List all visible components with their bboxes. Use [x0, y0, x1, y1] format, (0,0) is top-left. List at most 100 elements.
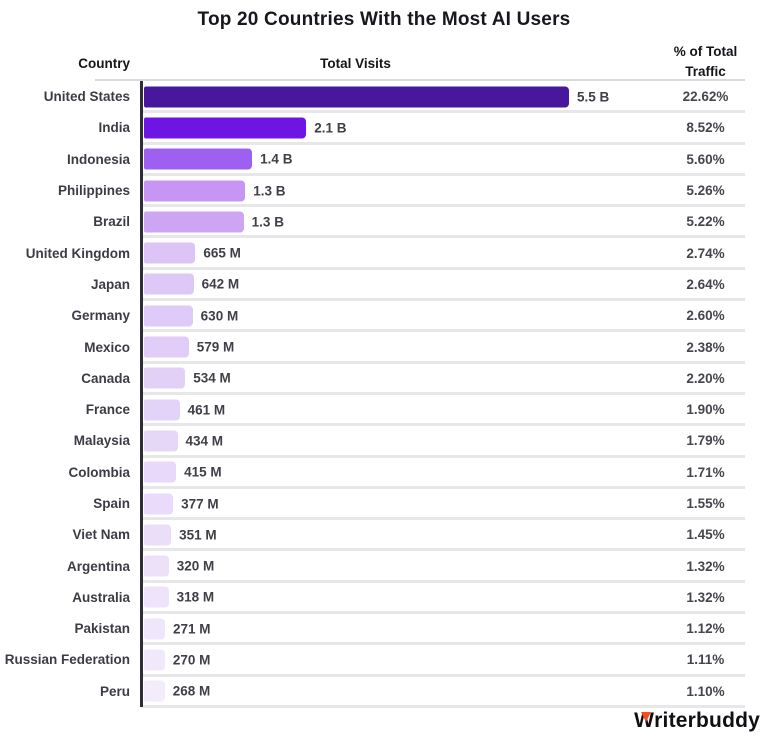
country-label: Peru: [99, 683, 130, 699]
visits-bar: [144, 117, 307, 139]
visits-bar: [144, 399, 180, 421]
traffic-percentage: 2.64%: [686, 276, 725, 292]
bar-track: 2.1 B: [144, 112, 650, 143]
table-row: Japan 642 M 2.64%: [0, 269, 745, 302]
logo-letter-w: W: [634, 709, 655, 732]
table-row: Argentina 320 M 1.32%: [0, 550, 745, 584]
visits-value: 415 M: [184, 464, 222, 480]
visits-value: 1.3 B: [251, 214, 284, 230]
table-row: Russian Federation 270 M 1.11%: [0, 644, 745, 677]
bar-chart: United States 5.5 B 22.62% India 2.1 B 8…: [0, 81, 745, 709]
y-axis-line: [140, 81, 143, 707]
table-row: Indonesia 1.4 B 5.60%: [0, 144, 745, 177]
visits-value: 320 M: [176, 558, 215, 574]
traffic-percentage: 1.10%: [686, 683, 725, 699]
country-label: Indonesia: [66, 151, 130, 167]
visits-value: 434 M: [185, 433, 224, 449]
visits-value: 5.5 B: [577, 89, 610, 105]
table-row: Germany 630 M 2.60%: [0, 300, 745, 333]
traffic-percentage: 2.38%: [686, 339, 725, 355]
visits-bar: [144, 336, 189, 358]
traffic-percentage: 8.52%: [686, 120, 725, 136]
visits-bar: [144, 618, 165, 640]
bar-track: 351 M: [144, 519, 650, 550]
visits-value: 351 M: [179, 527, 217, 543]
country-label: Brazil: [93, 214, 130, 230]
bar-track: 1.3 B: [144, 206, 650, 237]
country-label: Viet Nam: [72, 527, 130, 543]
bar-track: 642 M: [144, 269, 650, 300]
bar-track: 665 M: [144, 237, 650, 268]
traffic-percentage: 1.32%: [686, 558, 725, 574]
traffic-percentage: 5.60%: [686, 151, 725, 167]
visits-value: 268 M: [172, 683, 211, 699]
traffic-percentage: 2.60%: [686, 308, 725, 324]
traffic-percentage: 2.20%: [686, 370, 725, 386]
traffic-percentage: 1.11%: [686, 652, 725, 668]
country-label: Philippines: [57, 183, 130, 199]
country-label: Mexico: [84, 339, 130, 355]
country-label: India: [98, 120, 130, 136]
bar-track: 377 M: [144, 488, 650, 519]
visits-bar: [144, 305, 193, 327]
bar-track: 320 M: [144, 550, 650, 581]
visits-bar: [144, 86, 569, 108]
visits-bar: [144, 367, 186, 389]
visits-value: 270 M: [172, 652, 211, 668]
country-label: Canada: [81, 370, 130, 386]
visits-value: 665 M: [203, 245, 241, 261]
visits-bar: [144, 211, 244, 233]
country-label: Pakistan: [74, 621, 130, 637]
country-label: United States: [43, 89, 130, 105]
visits-bar: [144, 649, 165, 671]
country-label: Spain: [93, 496, 130, 511]
table-row: United Kingdom 665 M 2.74%: [0, 237, 745, 271]
bar-track: 579 M: [144, 331, 650, 362]
bar-track: 415 M: [144, 457, 650, 488]
table-row: Peru 268 M 1.10%: [0, 676, 745, 709]
traffic-percentage: 1.55%: [686, 496, 725, 511]
table-row: Colombia 415 M 1.71%: [0, 457, 745, 490]
traffic-percentage: 2.74%: [686, 245, 725, 261]
visits-value: 534 M: [193, 370, 231, 386]
country-label: United Kingdom: [25, 245, 130, 261]
bar-track: 630 M: [144, 300, 650, 331]
visits-bar: [144, 430, 178, 452]
country-label: Russian Federation: [4, 652, 130, 668]
traffic-percentage: 1.12%: [686, 621, 725, 637]
page-title: Top 20 Countries With the Most AI Users: [197, 9, 571, 30]
table-row: Brazil 1.3 B 5.22%: [0, 206, 745, 239]
visits-bar: [144, 148, 253, 170]
visits-value: 579 M: [196, 339, 235, 355]
country-label: Argentina: [66, 558, 130, 574]
logo-text: riterbuddy: [654, 709, 760, 732]
column-header-total-visits: Total Visits: [320, 56, 391, 71]
table-row: Pakistan 271 M 1.12%: [0, 613, 745, 646]
traffic-percentage: 1.71%: [686, 464, 725, 480]
column-header-country: Country: [78, 56, 130, 71]
bar-track: 1.3 B: [144, 175, 650, 206]
traffic-percentage: 1.79%: [686, 433, 725, 449]
visits-value: 461 M: [187, 402, 226, 418]
table-row: Canada 534 M 2.20%: [0, 363, 745, 396]
table-row: Philippines 1.3 B 5.26%: [0, 175, 745, 208]
bar-track: 1.4 B: [144, 144, 650, 175]
country-label: Japan: [90, 276, 130, 292]
bar-track: 270 M: [144, 644, 650, 675]
country-label: Australia: [72, 589, 130, 605]
bar-track: 461 M: [144, 394, 650, 425]
visits-bar: [144, 180, 246, 202]
visits-value: 642 M: [201, 276, 240, 292]
header-divider: [95, 79, 745, 81]
visits-value: 271 M: [172, 621, 211, 637]
visits-bar: [144, 242, 196, 264]
table-row: France 461 M 1.90%: [0, 394, 745, 427]
bar-track: 268 M: [144, 676, 650, 707]
visits-bar: [144, 273, 194, 295]
traffic-percentage: 1.90%: [686, 402, 725, 418]
country-label: Colombia: [68, 464, 130, 480]
country-label: France: [85, 402, 130, 418]
visits-value: 377 M: [181, 496, 219, 511]
table-row: Malaysia 434 M 1.79%: [0, 425, 745, 458]
